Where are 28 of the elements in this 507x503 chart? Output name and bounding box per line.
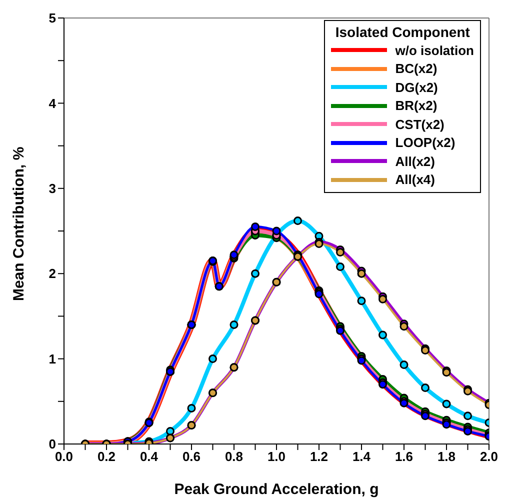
legend-label: LOOP(x2) [395,135,456,150]
legend-title: Isolated Component [334,24,471,40]
legend-label: BR(x2) [395,98,438,114]
x-tick-label: 0.2 [97,449,116,464]
x-tick-label: 0.0 [54,449,74,464]
x-tick-label: 0.6 [182,449,201,464]
x-tick-label: 1.2 [310,449,328,464]
y-tick-label: 3 [48,181,56,196]
x-tick-label: 1.0 [267,449,286,464]
x-tick-label: 0.8 [224,449,244,464]
legend-label: w/o isolation [395,42,474,58]
x-axis-title: Peak Ground Acceleration, g [174,481,379,498]
y-tick-label: 0 [48,436,56,452]
legend-label: All(x2) [395,154,435,169]
x-tick-label: 0.4 [140,449,159,464]
y-axis-title: Mean Contribution, % [10,146,28,301]
y-tick-label: 2 [48,266,56,282]
y-tick-label: 4 [48,96,57,111]
x-tick-label: 1.4 [352,449,372,464]
legend-label: All(x4) [395,172,435,188]
x-tick-label: 2.0 [480,449,498,464]
y-tick-label: 5 [48,10,56,26]
legend-label: DG(x2) [395,80,438,95]
legend-label: CST(x2) [395,116,444,132]
x-tick-label: 1.8 [437,449,456,464]
y-tick-label: 1 [48,351,56,366]
legend-label: BC(x2) [395,61,438,76]
x-tick-label: 1.6 [394,449,414,464]
